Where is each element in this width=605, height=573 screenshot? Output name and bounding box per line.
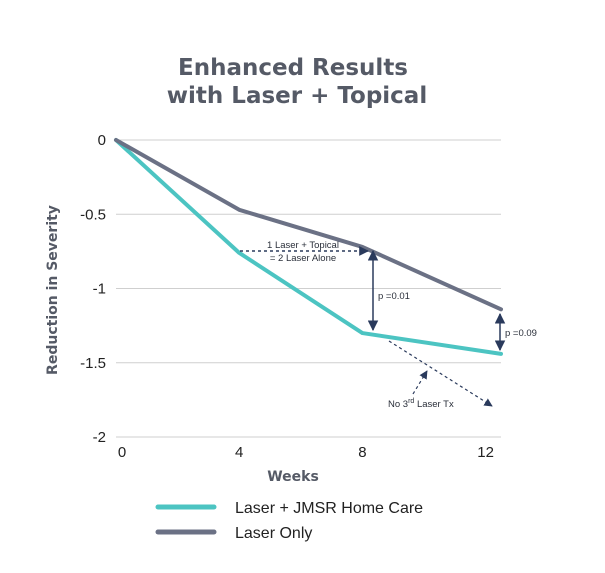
y-tick-labels: 0 -0.5 -1 -1.5 -2 xyxy=(80,132,106,446)
y-tick-label: -0.5 xyxy=(80,206,106,223)
annotations: 1 Laser + Topical = 2 Laser Alone p =0.0… xyxy=(240,240,537,410)
y-axis-label: Reduction in Severity xyxy=(45,205,61,375)
x-tick-label: 12 xyxy=(477,444,494,461)
x-axis-label: Weeks xyxy=(267,469,319,485)
projection-arrow xyxy=(388,340,493,407)
chart-title-line-2: with Laser + Topical xyxy=(167,83,427,109)
chart-title-line-1: Enhanced Results xyxy=(178,55,408,81)
y-tick-label: -1 xyxy=(93,281,106,298)
x-tick-labels: 0 4 8 12 xyxy=(118,444,494,461)
legend-label: Laser + JMSR Home Care xyxy=(235,500,423,517)
no-third-laser-label: No 3rd Laser Tx xyxy=(388,398,454,410)
no-third-pointer-arrow xyxy=(412,370,428,395)
series-lines xyxy=(114,138,503,356)
equivalence-text-line-1: 1 Laser + Topical xyxy=(267,240,339,251)
grid-lines xyxy=(116,139,501,438)
y-tick-label: -2 xyxy=(93,429,106,446)
x-tick-label: 4 xyxy=(235,444,243,461)
x-tick-label: 8 xyxy=(358,444,366,461)
series-line-1 xyxy=(114,138,503,312)
y-tick-label: 0 xyxy=(98,132,106,149)
y-tick-label: -1.5 xyxy=(80,355,106,372)
series-line-0 xyxy=(114,138,503,356)
equivalence-text-line-2: = 2 Laser Alone xyxy=(270,253,336,264)
p-week12-label: p =0.09 xyxy=(505,328,537,339)
legend: Laser + JMSR Home Care Laser Only xyxy=(155,500,423,542)
legend-label: Laser Only xyxy=(235,525,312,542)
x-tick-label: 0 xyxy=(118,444,126,461)
p-week8-label: p =0.01 xyxy=(378,291,410,302)
